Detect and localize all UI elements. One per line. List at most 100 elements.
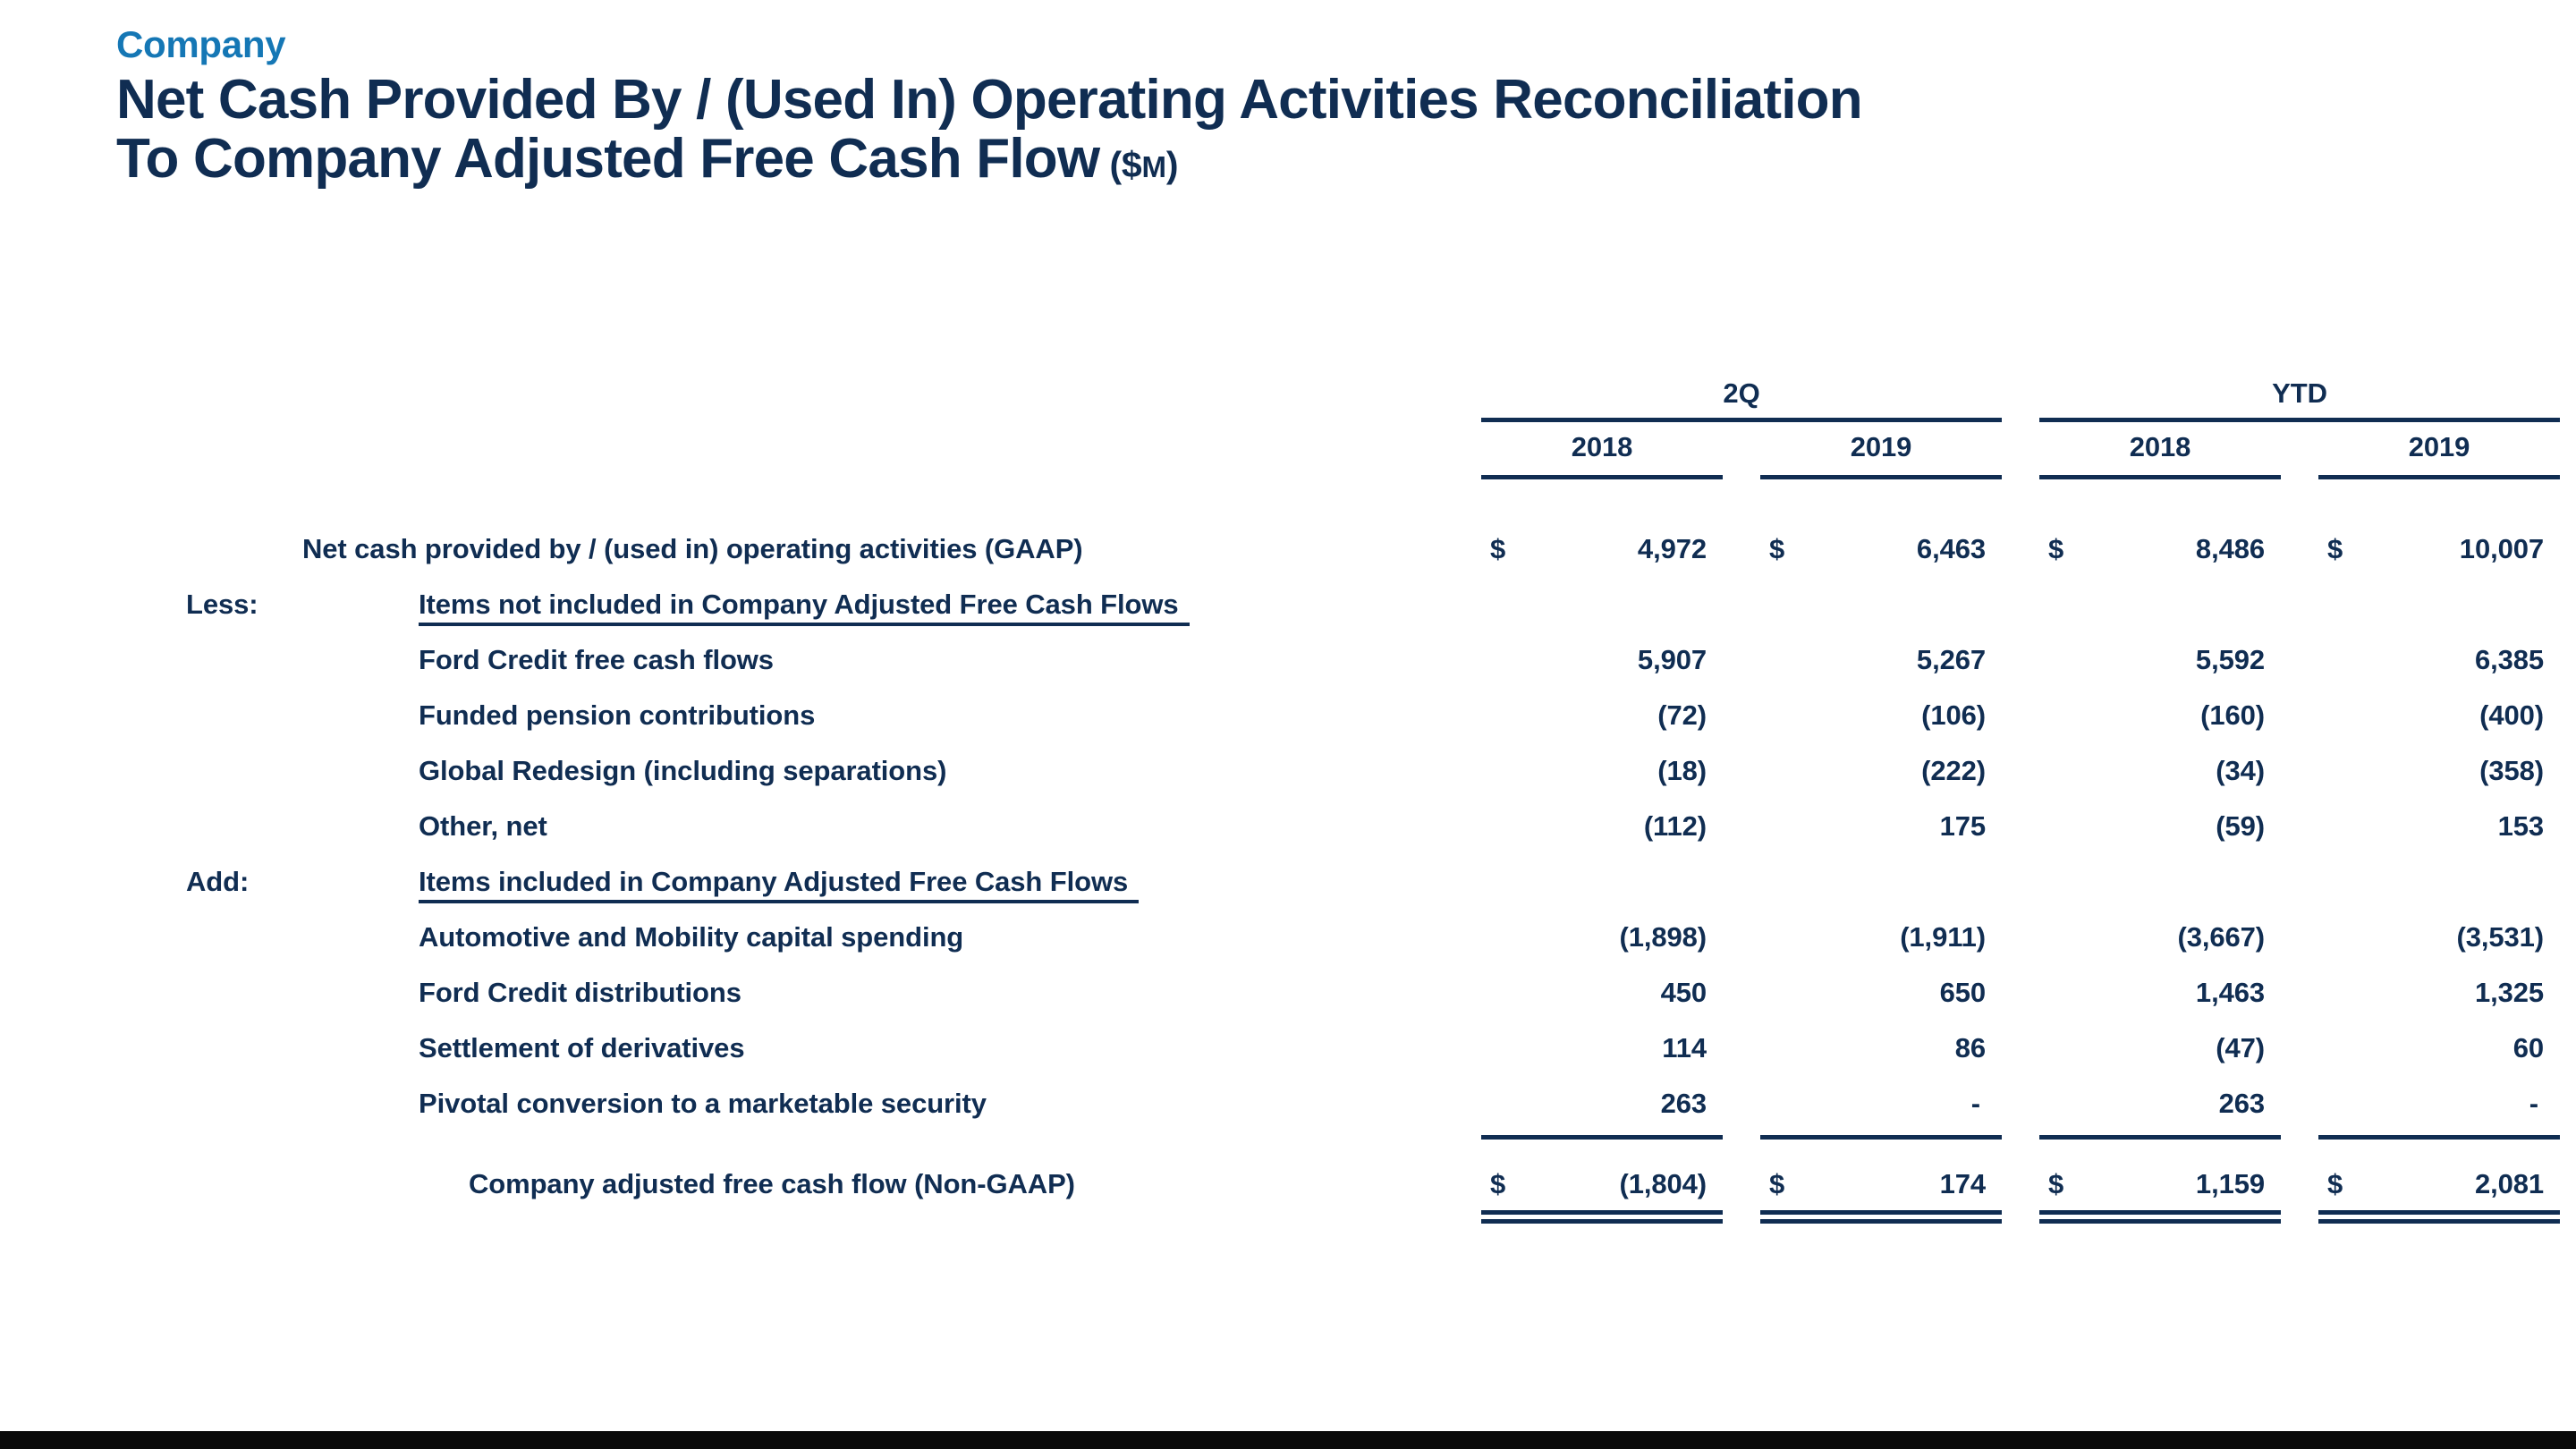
column-gap: [1723, 732, 1760, 787]
empty-cell: [302, 469, 1481, 479]
subtotal-rule-row: [186, 1120, 2561, 1140]
cell-value: 175: [1939, 810, 1987, 842]
cell-value: 1,159: [2195, 1168, 2265, 1199]
total-double-rule-0: [1481, 1200, 1723, 1224]
row4-value-3: (358): [2318, 732, 2560, 787]
cell-value: (1,898): [1619, 921, 1707, 953]
cell-value: 5,592: [2195, 644, 2265, 675]
year-header-2q-2019: 2019: [1850, 431, 1912, 462]
unit-suffix: ($M): [1099, 144, 1178, 185]
cell-value: -: [2529, 1088, 2539, 1119]
row-prefix: [186, 1009, 302, 1064]
cell-value: (18): [1657, 755, 1707, 786]
row-label: Pivotal conversion to a marketable secur…: [419, 1088, 987, 1119]
currency-symbol: $: [2048, 533, 2064, 564]
cell-value: 8,486: [2195, 533, 2265, 564]
cell-value: (72): [1657, 699, 1707, 731]
column-gap: [1723, 1064, 1760, 1120]
spacer-cell: [186, 479, 2560, 510]
empty-cell: [186, 469, 302, 479]
column-gap: [1723, 1200, 1760, 1224]
column-gap: [2002, 1120, 2039, 1140]
row6-value-3: [2318, 843, 2560, 898]
empty-cell: [186, 413, 302, 422]
row-label: Ford Credit distributions: [419, 977, 741, 1008]
row5-value-1: 175: [1760, 787, 2002, 843]
empty-cell: [2002, 374, 2039, 413]
cell-value: 153: [2497, 810, 2545, 842]
cell-value: (400): [2479, 699, 2545, 731]
row0-value-0: $4,972: [1481, 510, 1723, 565]
column-gap: [1723, 787, 1760, 843]
column-gap: [2002, 898, 2039, 953]
cell-value: (222): [1921, 755, 1986, 786]
row5-value-0: (112): [1481, 787, 1723, 843]
total-value-0: $ (1,804): [1481, 1140, 1723, 1200]
row-prefix: [186, 621, 302, 676]
cell-value: 263: [1660, 1088, 1707, 1119]
year-header-ytd-2019: 2019: [2408, 431, 2470, 462]
year-rule-2: [1760, 469, 2002, 479]
column-gap: [2281, 1140, 2318, 1200]
table-row: Ford Credit distributions 450 650 1,463 1,32…: [186, 953, 2560, 1009]
currency-symbol: $: [2327, 533, 2343, 564]
row-label: Funded pension contributions: [419, 699, 816, 731]
row6-value-2: [2039, 843, 2281, 898]
empty-cell: [1723, 422, 1760, 469]
year-rule-row: [186, 469, 2561, 479]
row-prefix: [186, 732, 302, 787]
cell-value: (59): [2216, 810, 2265, 842]
row7-value-3: (3,531): [2318, 898, 2560, 953]
column-gap: [2002, 1200, 2039, 1224]
currency-symbol: $: [1490, 533, 1506, 564]
empty-cell: [2002, 422, 2039, 469]
cell-value: (106): [1921, 699, 1986, 731]
unit-close: ): [1165, 144, 1179, 186]
empty-cell: [2281, 469, 2318, 479]
column-gap: [2281, 843, 2318, 898]
currency-symbol: $: [1490, 1168, 1506, 1199]
column-gap: [1723, 1140, 1760, 1200]
column-gap: [302, 1200, 1481, 1224]
cell-value: (1,804): [1619, 1168, 1707, 1199]
total-double-rule-1: [1760, 1200, 2002, 1224]
cell-value: (358): [2479, 755, 2545, 786]
total-row: Company adjusted free cash flow (Non-GAA…: [186, 1140, 2560, 1200]
row2-value-0: 5,907: [1481, 621, 1723, 676]
empty-cell: [302, 374, 1481, 413]
group-rule-ytd: [2039, 413, 2561, 422]
cell-value: (3,531): [2456, 921, 2545, 953]
row6-value-0: [1481, 843, 1723, 898]
column-gap: [2002, 565, 2039, 621]
row-prefix: Less:: [186, 589, 258, 620]
row0-value-2: $8,486: [2039, 510, 2281, 565]
cell-value: (47): [2216, 1032, 2265, 1063]
row7-value-2: (3,667): [2039, 898, 2281, 953]
row10-value-2: 263: [2039, 1064, 2281, 1120]
row1-value-1: [1760, 565, 2002, 621]
currency-symbol: $: [1769, 1168, 1785, 1199]
empty-cell: [2281, 422, 2318, 469]
column-gap: [2281, 676, 2318, 732]
row2-value-3: 6,385: [2318, 621, 2560, 676]
table-row: Net cash provided by / (used in) operati…: [186, 510, 2560, 565]
cell-value: 1,325: [2474, 977, 2545, 1008]
row3-value-1: (106): [1760, 676, 2002, 732]
subtotal-rule-3: [2318, 1120, 2561, 1140]
row8-value-2: 1,463: [2039, 953, 2281, 1009]
column-gap: [2281, 621, 2318, 676]
empty-cell: [186, 422, 302, 469]
row-label: Items not included in Company Adjusted F…: [302, 565, 1481, 626]
group-header-2q: 2Q: [1723, 377, 1760, 409]
column-gap: [2002, 1140, 2039, 1200]
column-gap: [1723, 565, 1760, 621]
eyebrow-label: Company: [116, 23, 286, 65]
cell-value: 650: [1939, 977, 1987, 1008]
column-gap: [2281, 1064, 2318, 1120]
financial-table: 2Q YTD 2018 2019: [186, 374, 2561, 1224]
row-prefix: [186, 1064, 302, 1120]
table-row: Ford Credit free cash flows 5,907 5,267 5,5…: [186, 621, 2560, 676]
column-gap: [2281, 787, 2318, 843]
column-gap: [2002, 843, 2039, 898]
cell-value: 6,463: [1916, 533, 1986, 564]
